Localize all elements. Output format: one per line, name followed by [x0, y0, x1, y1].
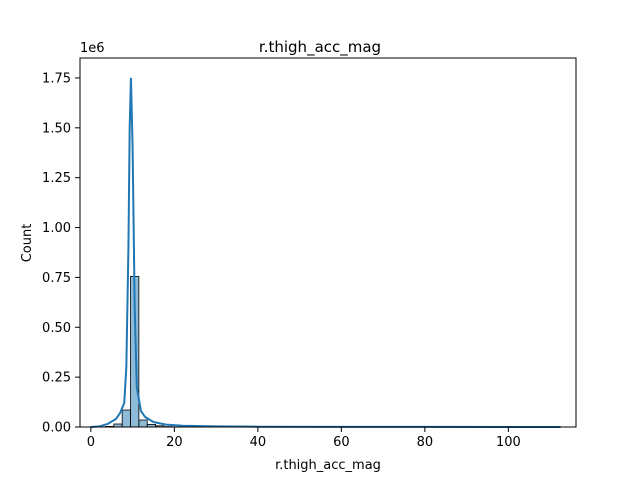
x-tick-label: 80: [417, 435, 434, 450]
y-tick-label: 1.25: [42, 171, 71, 186]
y-offset-text: 1e6: [80, 41, 105, 56]
y-tick-label: 0.75: [42, 271, 71, 286]
x-tick-label: 20: [166, 435, 183, 450]
y-tick-label: 0.00: [42, 421, 71, 436]
x-axis-label: r.thigh_acc_mag: [275, 458, 381, 473]
y-tick-label: 0.50: [42, 321, 71, 336]
y-tick-label: 1.50: [42, 121, 71, 136]
histogram-bar: [121, 409, 131, 428]
x-tick-label: 40: [250, 435, 267, 450]
kde-line: [90, 77, 561, 428]
y-axis-ticks: 0.00 0.25 0.50 0.75 1.00 1.25 1.50 1.75: [42, 71, 80, 436]
x-axis-ticks: 0 20 40 60 80 100: [87, 427, 521, 450]
plot-frame: [79, 57, 577, 428]
chart-title: r.thigh_acc_mag: [259, 38, 381, 57]
histogram-bar: [138, 419, 148, 428]
y-tick-label: 0.25: [42, 371, 71, 386]
x-tick-label: 0: [87, 435, 95, 450]
y-tick-label: 1.00: [42, 221, 71, 236]
x-tick-label: 100: [496, 435, 521, 450]
y-tick-label: 1.75: [42, 71, 71, 86]
y-axis-label: Count: [20, 224, 35, 263]
x-tick-label: 60: [333, 435, 350, 450]
